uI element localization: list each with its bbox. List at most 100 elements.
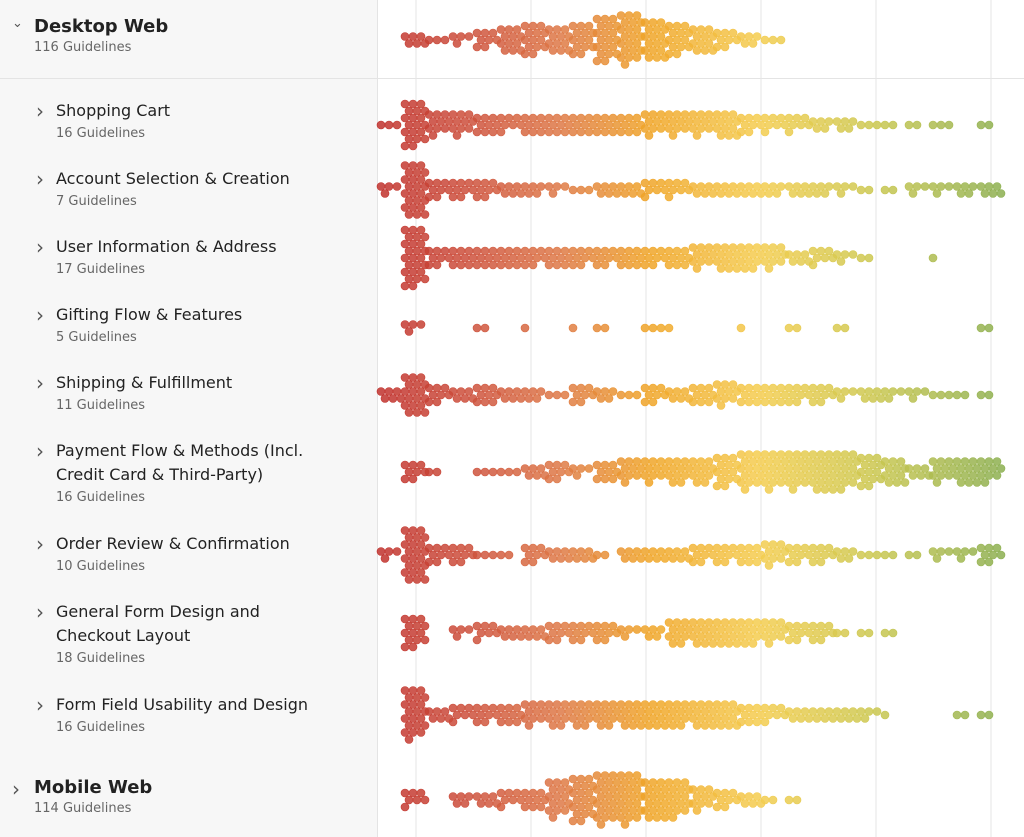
- dot: [496, 260, 506, 270]
- dot: [572, 471, 582, 480]
- dot-cluster: [520, 700, 550, 730]
- dot: [648, 32, 658, 41]
- dot: [548, 799, 558, 808]
- dot: [676, 253, 686, 263]
- dot: [532, 120, 542, 130]
- dot-cluster: [472, 621, 502, 645]
- dot: [980, 478, 990, 487]
- dot: [472, 635, 482, 645]
- dot: [956, 554, 966, 563]
- dot: [480, 246, 490, 256]
- dot: [716, 189, 726, 198]
- dot: [400, 373, 410, 382]
- dot: [840, 182, 850, 191]
- dot: [952, 471, 962, 480]
- dot: [624, 471, 634, 480]
- dot: [700, 117, 710, 126]
- dot: [704, 543, 714, 553]
- dot: [544, 806, 554, 815]
- subgroup-header[interactable]: Shipping & Fulfillment 11 Guidelines: [56, 371, 336, 413]
- subgroup-header[interactable]: General Form Design and Checkout Layout 1…: [56, 600, 336, 666]
- dot: [692, 464, 702, 473]
- dot: [476, 35, 486, 45]
- dot-cluster: [616, 700, 646, 730]
- group-header[interactable]: Mobile Web 114 Guidelines: [34, 777, 152, 816]
- chevron: ›: [36, 600, 44, 624]
- dot: [796, 628, 806, 638]
- dot: [552, 390, 562, 400]
- dot: [608, 714, 618, 723]
- dot: [496, 717, 506, 727]
- dot: [496, 25, 506, 34]
- dot: [832, 387, 842, 396]
- dot: [632, 799, 642, 808]
- subgroup-header[interactable]: Shopping Cart 16 Guidelines: [56, 99, 336, 141]
- dot: [412, 210, 422, 219]
- dot: [752, 257, 762, 266]
- dot: [792, 383, 802, 393]
- dot: [592, 813, 602, 822]
- dot-cluster: [808, 543, 838, 567]
- dot-cluster: [784, 621, 814, 645]
- subgroup-header[interactable]: Account Selection & Creation 7 Guidelines: [56, 167, 336, 209]
- dot: [808, 543, 818, 553]
- dot: [604, 35, 614, 45]
- dot: [868, 460, 878, 470]
- dot: [652, 707, 662, 716]
- chevron: ›: [36, 99, 44, 123]
- dot: [504, 788, 514, 798]
- dot: [988, 550, 998, 560]
- dot: [480, 550, 490, 560]
- dot: [408, 99, 418, 109]
- dot-cluster: [640, 110, 670, 140]
- group-header[interactable]: Desktop Web 116 Guidelines: [34, 16, 168, 55]
- dot-cluster: [880, 710, 890, 720]
- subgroup-header[interactable]: Gifting Flow & Features 5 Guidelines: [56, 303, 336, 345]
- dot-cluster: [856, 185, 874, 195]
- subgroup-header[interactable]: Payment Flow & Methods (Incl. Credit Car…: [56, 439, 336, 505]
- dot: [592, 460, 602, 470]
- dot: [736, 464, 746, 473]
- subgroup-header[interactable]: Form Field Usability and Design 16 Guidel…: [56, 693, 336, 735]
- subgroup-header[interactable]: Order Review & Confirmation 10 Guidelines: [56, 532, 336, 574]
- dot: [784, 383, 794, 393]
- dot: [624, 785, 634, 794]
- dot: [416, 540, 426, 549]
- dot: [652, 185, 662, 195]
- dot: [696, 110, 706, 119]
- dot: [620, 707, 630, 716]
- dot-cluster: [472, 113, 502, 137]
- dot-cluster: [928, 120, 954, 130]
- dot: [692, 189, 702, 198]
- dot: [792, 635, 802, 645]
- dot: [380, 394, 390, 403]
- dot: [404, 168, 414, 177]
- dot: [480, 717, 490, 727]
- dot: [712, 243, 722, 252]
- dot: [528, 260, 538, 270]
- dot: [732, 250, 742, 259]
- chevron: ›: [36, 167, 44, 191]
- dot: [668, 721, 678, 730]
- dot: [672, 778, 682, 787]
- dot: [516, 394, 526, 403]
- subgroup-header[interactable]: User Information & Address 17 Guidelines: [56, 235, 336, 277]
- dot-cluster: [856, 707, 882, 723]
- dot-cluster: [736, 32, 762, 48]
- dot: [648, 547, 658, 556]
- dot: [752, 464, 762, 473]
- dot: [412, 721, 422, 730]
- dot: [624, 11, 634, 20]
- dot: [656, 124, 666, 133]
- dot: [420, 693, 430, 702]
- dot-cluster: [568, 323, 578, 333]
- dot: [604, 21, 614, 31]
- dot: [440, 35, 450, 45]
- dot-cluster: [976, 182, 1006, 198]
- dot: [824, 478, 834, 487]
- dot: [928, 253, 938, 263]
- dot: [568, 127, 578, 137]
- dot: [504, 260, 514, 270]
- dot: [568, 816, 578, 826]
- dot: [708, 639, 718, 648]
